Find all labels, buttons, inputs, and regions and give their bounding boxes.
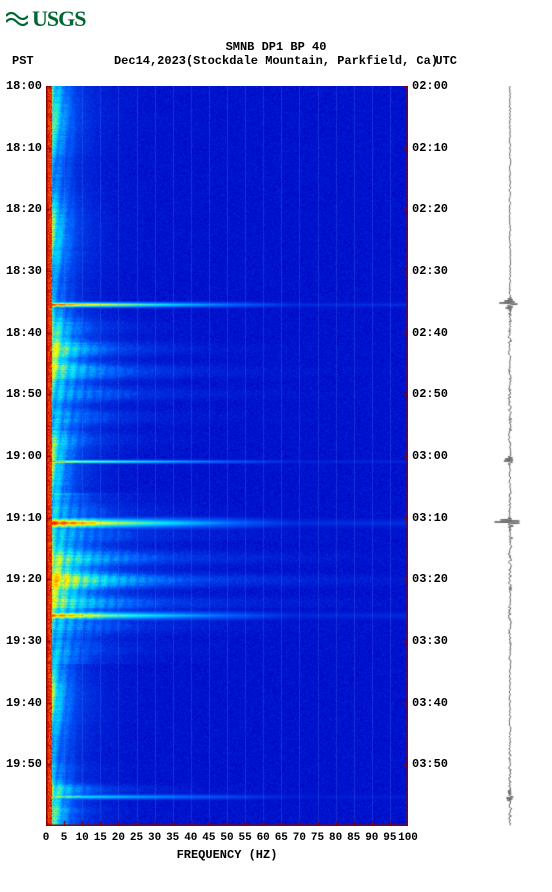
y-tick-left: 18:30 [6,264,42,278]
x-tick: 35 [166,832,179,844]
x-tick: 5 [61,832,68,844]
y-tick-left: 19:10 [6,511,42,525]
y-tick-right: 03:50 [412,757,448,771]
usgs-logo: USGS [6,6,85,32]
x-tick: 100 [398,832,418,844]
x-tick: 10 [76,832,89,844]
y-tick-left: 19:30 [6,634,42,648]
y-tick-right: 03:00 [412,449,448,463]
x-tick: 60 [257,832,270,844]
x-tick: 70 [293,832,306,844]
x-tick: 85 [347,832,360,844]
x-tick: 30 [148,832,161,844]
seismogram-panel [480,86,540,826]
y-tick-right: 02:40 [412,326,448,340]
y-tick-left: 19:00 [6,449,42,463]
chart-title: SMNB DP1 BP 40 [0,40,552,54]
x-tick: 20 [112,832,125,844]
y-tick-right: 02:20 [412,202,448,216]
chart-subtitle: Dec14,2023(Stockdale Mountain, Parkfield… [0,54,552,68]
wave-icon [6,10,28,28]
y-tick-right: 02:10 [412,141,448,155]
y-tick-right: 02:50 [412,387,448,401]
y-tick-right: 03:10 [412,511,448,525]
y-tick-left: 18:20 [6,202,42,216]
x-tick: 95 [383,832,396,844]
x-tick: 0 [43,832,50,844]
x-tick: 55 [238,832,251,844]
x-tick: 40 [184,832,197,844]
y-tick-right: 03:30 [412,634,448,648]
y-tick-left: 18:40 [6,326,42,340]
x-axis-label: FREQUENCY (HZ) [46,848,408,862]
x-tick: 15 [94,832,107,844]
y-tick-right: 03:20 [412,572,448,586]
y-axis-right: 02:0002:1002:2002:3002:4002:5003:0003:10… [410,86,454,826]
x-tick: 45 [202,832,215,844]
y-tick-right: 03:40 [412,696,448,710]
spectrogram-canvas [46,86,408,826]
y-axis-left: 18:0018:1018:2018:3018:4018:5019:0019:10… [0,86,44,826]
x-tick: 65 [275,832,288,844]
right-axis-label: UTC [435,54,457,68]
y-tick-left: 19:20 [6,572,42,586]
x-tick: 75 [311,832,324,844]
logo-text: USGS [32,6,85,32]
x-tick: 50 [220,832,233,844]
spectrogram-plot [46,86,408,826]
y-tick-left: 18:10 [6,141,42,155]
y-tick-left: 19:40 [6,696,42,710]
x-tick: 25 [130,832,143,844]
seismogram-canvas [480,86,540,826]
y-tick-left: 19:50 [6,757,42,771]
y-tick-right: 02:00 [412,79,448,93]
x-tick: 80 [329,832,342,844]
y-tick-left: 18:50 [6,387,42,401]
x-tick: 90 [365,832,378,844]
y-tick-right: 02:30 [412,264,448,278]
y-tick-left: 18:00 [6,79,42,93]
